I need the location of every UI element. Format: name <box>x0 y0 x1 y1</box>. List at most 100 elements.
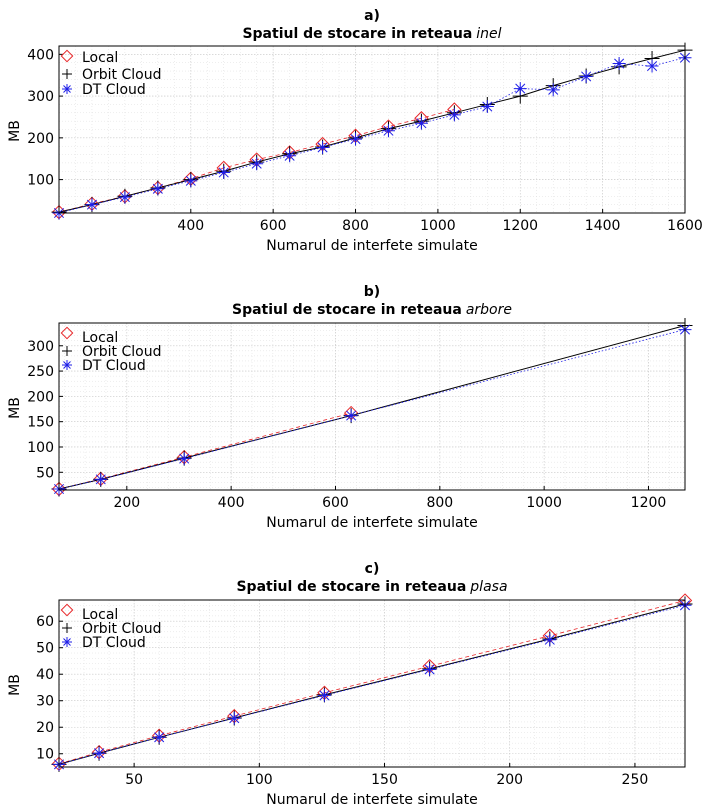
panel-c-plot-area: 50 100 150 200 250 10 20 30 40 50 60 <box>36 593 693 788</box>
panel-b-dt-cloud-line <box>58 329 686 490</box>
panel-c: c) Spatiul de stocare in reteaua plasa 50… <box>7 561 693 808</box>
panel-c-xtick-label: 200 <box>496 772 523 788</box>
legend-dt-marker <box>62 637 72 647</box>
panel-a-xtick-label: 1000 <box>420 218 456 234</box>
panel-a-dt-cloud-point <box>349 132 363 146</box>
panel-a-ytick-label: 200 <box>27 131 54 147</box>
legend-local-marker <box>60 603 74 617</box>
panel-a-legend: Local Orbit Cloud DT Cloud <box>60 49 161 98</box>
legend-local-label: Local <box>82 330 118 346</box>
panel-c-dt-cloud-point <box>152 730 166 744</box>
panel-c-title-main: Spatiul de stocare in reteaua <box>236 579 466 595</box>
panel-c-xlabel: Numarul de interfete simulate <box>266 792 477 808</box>
panel-b-ytick-label: 200 <box>27 389 54 405</box>
panel-a-axes-frame <box>58 45 686 214</box>
panel-c-ytick-label: 40 <box>36 667 54 683</box>
panel-c-dt-cloud-point <box>317 688 331 702</box>
panel-a-orbit-cloud-line <box>58 49 686 213</box>
panel-a-dt-cloud-point <box>480 100 494 114</box>
panel-a-xtick-label: 600 <box>260 218 287 234</box>
legend-orbit-marker <box>62 346 72 356</box>
panel-a-ytick-label: 300 <box>27 89 54 105</box>
panel-a-dt-cloud-point <box>414 116 428 130</box>
panel-a-ytick-label: 100 <box>27 173 54 189</box>
panel-a-xtick-label: 1600 <box>667 218 703 234</box>
legend-dt-marker <box>62 360 72 370</box>
panel-a-xtick-label: 800 <box>342 218 369 234</box>
panel-b-label: b) <box>364 284 380 300</box>
panel-b-title-italic: arbore <box>466 302 512 318</box>
panel-b-legend: Local Orbit Cloud DT Cloud <box>60 326 161 374</box>
panel-b-title-main: Spatiul de stocare in reteaua <box>232 302 462 318</box>
panel-c-title-italic: plasa <box>469 579 507 595</box>
legend-local-label: Local <box>82 50 118 66</box>
panel-a-dt-cloud-point <box>283 149 297 163</box>
panel-c-local-line <box>58 600 686 765</box>
legend-orbit-marker <box>62 623 72 633</box>
panel-a-xtick-label: 1200 <box>502 218 538 234</box>
panel-b-ytick-label: 300 <box>27 339 54 355</box>
legend-orbit-label: Orbit Cloud <box>82 621 161 637</box>
legend-dt-label: DT Cloud <box>82 82 146 98</box>
panel-c-ytick-label: 30 <box>36 694 54 710</box>
legend-local-marker <box>60 326 74 340</box>
panel-c-ytick-label: 20 <box>36 720 54 736</box>
panel-a-dt-cloud-point <box>217 166 231 180</box>
panel-a-dt-cloud-point <box>645 59 659 73</box>
panel-a-dt-cloud-point <box>250 157 264 171</box>
panel-b-plot-area: 200 400 600 800 1000 1200 50 100 150 200 250 300 <box>27 318 693 511</box>
panel-c-xtick-label: 150 <box>371 772 398 788</box>
panel-b-xtick-label: 200 <box>113 495 140 511</box>
panel-c-axes-frame <box>58 599 686 768</box>
panel-b-xtick-label: 800 <box>426 495 453 511</box>
panel-c-legend: Local Orbit Cloud DT Cloud <box>60 603 161 651</box>
panel-b-dt-cloud-point <box>94 472 108 486</box>
panel-b-ytick-label: 50 <box>36 465 54 481</box>
panel-c-xtick-label: 100 <box>246 772 273 788</box>
panel-a-dt-cloud-point <box>316 140 330 154</box>
panel-b-xtick-label: 1000 <box>526 495 562 511</box>
panel-a-dt-cloud-point <box>447 108 461 122</box>
panel-c-dt-cloud-point <box>543 633 557 647</box>
panel-a-dt-cloud-point <box>118 190 132 204</box>
panel-a-plot-area: 400 600 800 1000 1200 1400 1600 100 200 300 400 <box>27 42 703 234</box>
panel-a-dt-cloud-point <box>612 57 626 71</box>
panel-a-title-italic: inel <box>476 26 501 42</box>
panel-c-dt-cloud-point <box>423 662 437 676</box>
panel-b-title: Spatiul de stocare in reteaua arbore <box>232 302 512 318</box>
panel-a-ytick-label: 400 <box>27 47 54 63</box>
panel-c-ylabel: MB <box>7 674 23 696</box>
panel-b-ylabel: MB <box>7 397 23 419</box>
panel-c-xtick-label: 50 <box>125 772 143 788</box>
panel-c-dt-cloud-point <box>92 746 106 760</box>
panel-c-dt-cloud-point <box>227 711 241 725</box>
legend-orbit-marker <box>62 69 72 79</box>
panel-a-dt-cloud-point <box>513 82 527 96</box>
legend-local-marker <box>60 49 74 63</box>
panel-b: b) Spatiul de stocare in reteaua arbore 2… <box>7 284 693 531</box>
panel-a-xlabel: Numarul de interfete simulate <box>266 238 477 254</box>
panel-a-dt-cloud-line <box>58 57 686 214</box>
panel-b-axes-frame <box>58 322 686 491</box>
panel-b-xlabel: Numarul de interfete simulate <box>266 515 477 531</box>
panel-a: a) Spatiul de stocare in reteaua inel 400… <box>7 8 703 254</box>
panel-a-dt-cloud-point <box>546 83 560 97</box>
panel-a-dt-cloud-point <box>85 198 99 212</box>
panel-a-ylabel: MB <box>7 120 23 142</box>
panel-b-dt-cloud-point <box>344 409 358 423</box>
panel-a-dt-cloud-point <box>151 182 165 196</box>
panel-a-label: a) <box>364 8 380 24</box>
panel-c-ytick-label: 60 <box>36 614 54 630</box>
panel-b-xtick-label: 1200 <box>631 495 667 511</box>
panel-b-xtick-label: 600 <box>322 495 349 511</box>
panel-a-dt-cloud-point <box>381 124 395 138</box>
panel-c-title: Spatiul de stocare in reteaua plasa <box>236 579 507 595</box>
legend-local-label: Local <box>82 607 118 623</box>
panel-c-dt-cloud-line <box>58 604 686 765</box>
panel-a-title: Spatiul de stocare in reteaua inel <box>242 26 501 42</box>
panel-a-dt-cloud-point <box>579 69 593 83</box>
panel-a-xtick-label: 400 <box>177 218 204 234</box>
panel-c-label: c) <box>365 561 380 577</box>
panel-b-xtick-label: 400 <box>218 495 245 511</box>
